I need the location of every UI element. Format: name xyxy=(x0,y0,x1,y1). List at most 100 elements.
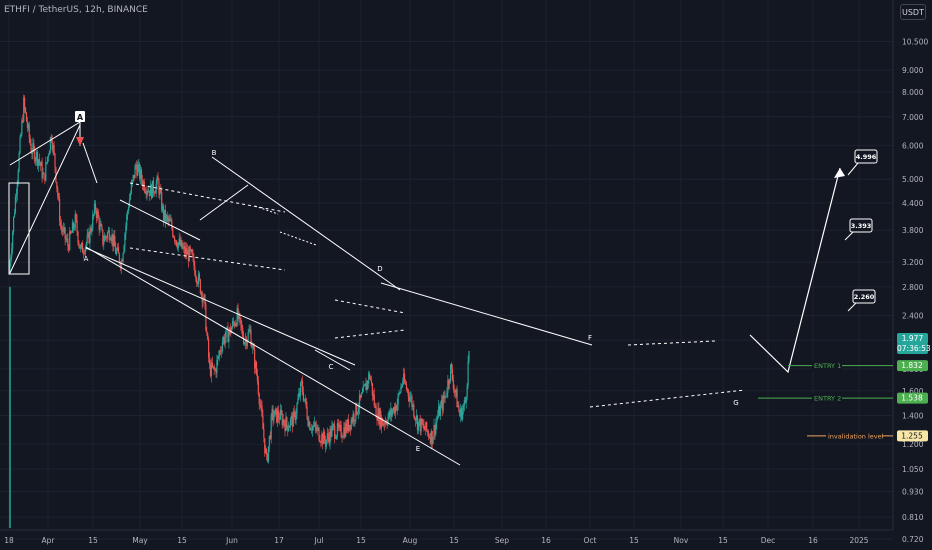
invalidation-price-tag xyxy=(897,430,928,442)
candle xyxy=(174,239,177,246)
candle xyxy=(411,394,413,411)
candle xyxy=(339,420,341,432)
candle xyxy=(116,243,119,252)
label-f: F xyxy=(588,334,592,342)
candle-body xyxy=(159,189,161,195)
candle-body xyxy=(426,422,428,431)
candle xyxy=(66,233,68,243)
candle-body xyxy=(402,381,404,386)
candle xyxy=(128,203,130,214)
candle xyxy=(432,436,434,445)
candle-body xyxy=(175,240,178,246)
candle xyxy=(86,229,88,246)
candle-body xyxy=(63,227,65,229)
candle xyxy=(415,409,418,425)
candle-body xyxy=(267,446,270,462)
candle xyxy=(134,163,136,179)
candle xyxy=(176,241,178,251)
candle-body xyxy=(366,381,368,391)
candle-body xyxy=(209,364,212,377)
candle xyxy=(438,403,441,417)
candle-body xyxy=(74,213,76,229)
candle xyxy=(22,114,24,124)
candle xyxy=(293,405,295,418)
candle xyxy=(197,280,199,287)
candle xyxy=(91,223,93,236)
candle xyxy=(32,137,34,160)
candle xyxy=(279,403,281,421)
candle-body xyxy=(379,410,381,424)
candle-body xyxy=(260,404,262,406)
candle xyxy=(335,434,338,441)
candle-body xyxy=(124,234,126,247)
channel-upper-dashed xyxy=(129,182,286,213)
candle xyxy=(466,383,468,401)
candle xyxy=(426,421,428,432)
candle-body xyxy=(465,397,467,404)
candle xyxy=(188,245,190,262)
candle xyxy=(457,401,459,408)
entry-1-level: ENTRY 1 1.832 xyxy=(788,360,928,372)
candle xyxy=(262,409,264,430)
candle-body xyxy=(83,253,86,254)
candle xyxy=(36,149,39,170)
candle-body xyxy=(253,345,255,350)
candle-body xyxy=(138,164,140,167)
candle xyxy=(98,215,100,236)
candle-body xyxy=(346,423,348,432)
candle-body xyxy=(111,234,113,241)
candle xyxy=(312,424,314,437)
candle-body xyxy=(348,424,350,431)
candle xyxy=(194,261,196,277)
candle-body xyxy=(135,165,137,166)
candle-body xyxy=(89,228,91,244)
currency-button[interactable]: USDT xyxy=(900,4,926,20)
candle-body xyxy=(315,426,317,431)
candle xyxy=(452,374,454,393)
candle-body xyxy=(458,405,460,411)
candle-body xyxy=(432,437,434,445)
invalidation-label: invalidation level xyxy=(828,432,884,440)
invalidation-price-text: 1.255 xyxy=(901,431,923,440)
candle-body xyxy=(251,345,253,348)
candle-body xyxy=(233,322,235,327)
candle xyxy=(145,185,147,199)
candle xyxy=(319,434,321,443)
x-tick-label: 16 xyxy=(808,536,818,545)
candle xyxy=(13,208,16,218)
candle xyxy=(415,417,417,427)
candle-body xyxy=(77,232,79,243)
candle-body xyxy=(409,397,411,402)
candle xyxy=(406,387,408,393)
candle-body xyxy=(51,140,53,150)
candle xyxy=(46,161,48,165)
candle-body xyxy=(455,389,457,393)
candle xyxy=(82,240,84,254)
candle-body xyxy=(105,237,108,239)
candle-body xyxy=(299,392,301,396)
x-tick-label: 15 xyxy=(718,536,728,545)
entry-2-level: ENTRY 2 1.538 xyxy=(758,392,928,404)
candle-body xyxy=(24,97,26,108)
target-box-4996: 4.996 xyxy=(847,149,878,176)
candle-body xyxy=(404,382,407,385)
candle-body xyxy=(249,329,251,331)
candle xyxy=(195,270,197,282)
x-tick-label: Aug xyxy=(403,536,418,545)
x-tick-label: Apr xyxy=(42,536,56,545)
candle-body xyxy=(277,411,280,419)
candle-body xyxy=(398,392,400,395)
candle xyxy=(359,394,362,401)
candle xyxy=(288,421,290,432)
candle-body xyxy=(67,238,69,247)
candle xyxy=(316,424,318,436)
candle-body xyxy=(42,173,44,179)
candle xyxy=(49,136,51,154)
candle-body xyxy=(436,419,438,423)
candle xyxy=(65,234,67,243)
candle-body xyxy=(68,246,70,251)
x-tick-label: 18 xyxy=(4,536,14,545)
candle-body xyxy=(434,425,436,434)
entry-2-price-tag xyxy=(897,392,928,404)
